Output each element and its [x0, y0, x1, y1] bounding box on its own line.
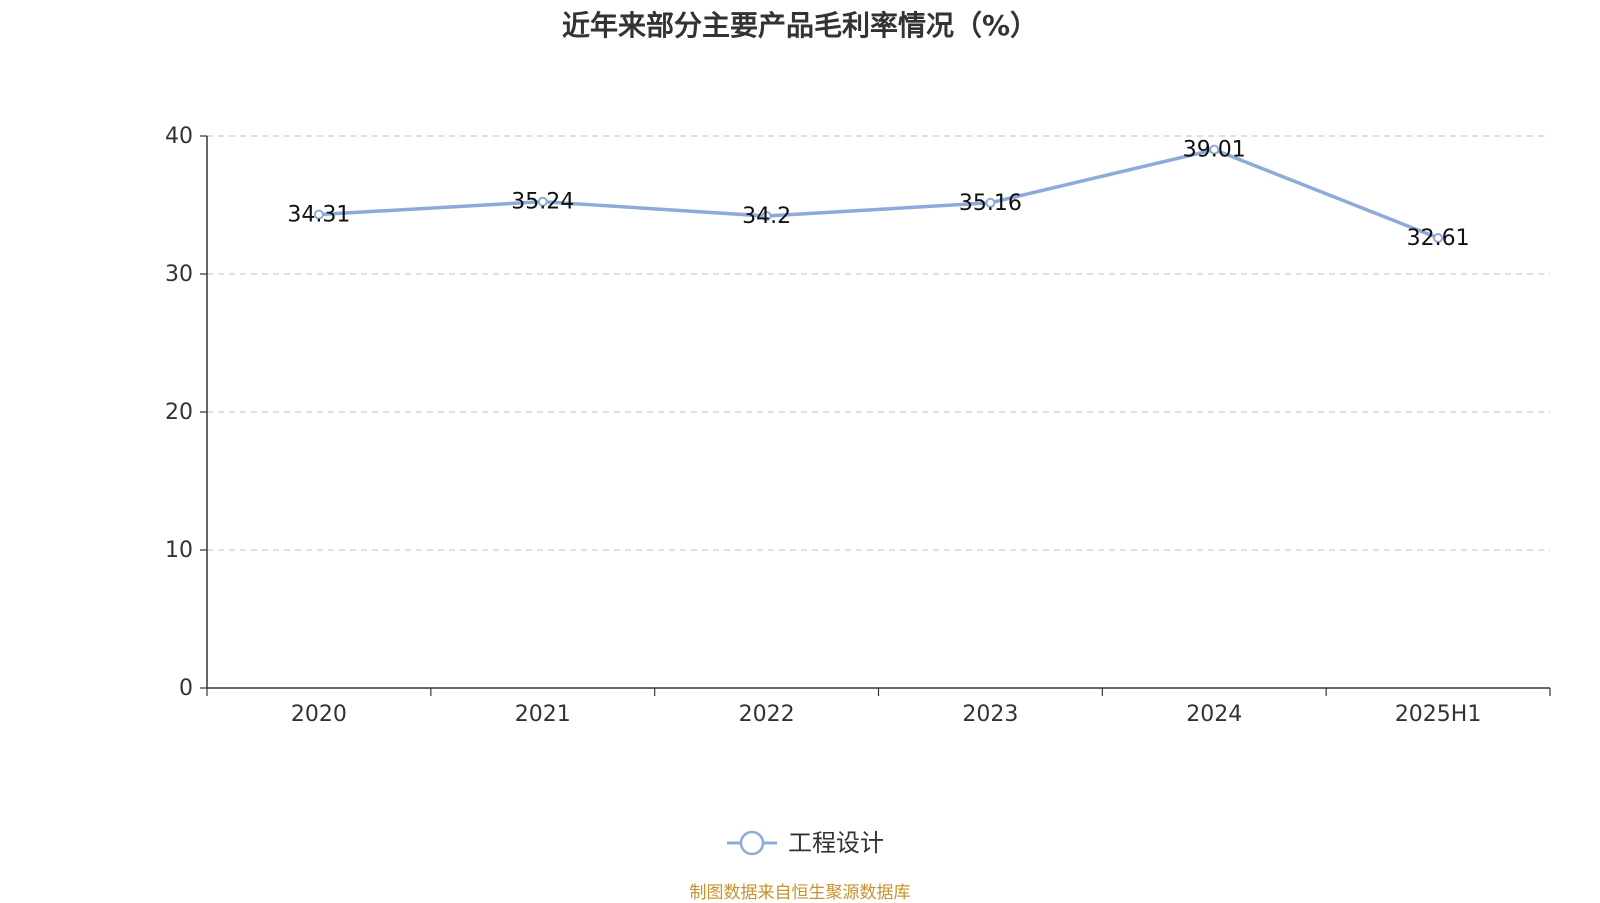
- data-label: 35.24: [511, 190, 574, 215]
- series-line: [318, 147, 1439, 240]
- x-tick-label: 2024: [1186, 702, 1242, 727]
- x-tick-label: 2020: [291, 702, 347, 727]
- grid-lines: [207, 135, 1550, 551]
- x-tick-label: 2022: [739, 702, 795, 727]
- legend-label: 工程设计: [788, 829, 884, 857]
- data-point: [1433, 232, 1444, 243]
- y-tick-label: 30: [165, 262, 193, 287]
- source-note: 制图数据来自恒生聚源数据库: [689, 883, 911, 903]
- data-label: 32.61: [1407, 226, 1470, 251]
- data-point: [1209, 144, 1220, 155]
- data-point: [985, 197, 996, 208]
- data-label: 39.01: [1183, 138, 1246, 163]
- y-tick-label: 0: [179, 676, 193, 701]
- x-tick-label: 2021: [515, 702, 571, 727]
- chart-title: 近年来部分主要产品毛利率情况（%）: [561, 9, 1039, 42]
- data-label: 34.2: [742, 204, 791, 229]
- data-label: 34.31: [287, 203, 350, 228]
- x-tick-label: 2025H1: [1395, 702, 1482, 727]
- data-labels: 34.31 35.24 34.2 35.16 39.01 32.61: [287, 138, 1469, 251]
- legend[interactable]: 工程设计: [727, 829, 884, 857]
- x-tick-label: 2023: [962, 702, 1018, 727]
- y-tick-label: 20: [165, 400, 193, 425]
- legend-marker-icon: [739, 830, 765, 856]
- y-tick-label: 10: [165, 538, 193, 563]
- data-label: 35.16: [959, 191, 1022, 216]
- data-point: [313, 209, 324, 220]
- series-layer: [313, 144, 1444, 243]
- axes: 0 10 20 30 40 2020 2021 2022 2023 2024 2025H1: [165, 124, 1551, 727]
- data-point: [537, 196, 548, 207]
- line-chart: 0 10 20 30 40 2020 2021 2022 2023 2024 2025H1 34.3…: [165, 124, 1551, 857]
- y-tick-label: 40: [165, 124, 193, 149]
- data-point: [761, 211, 772, 222]
